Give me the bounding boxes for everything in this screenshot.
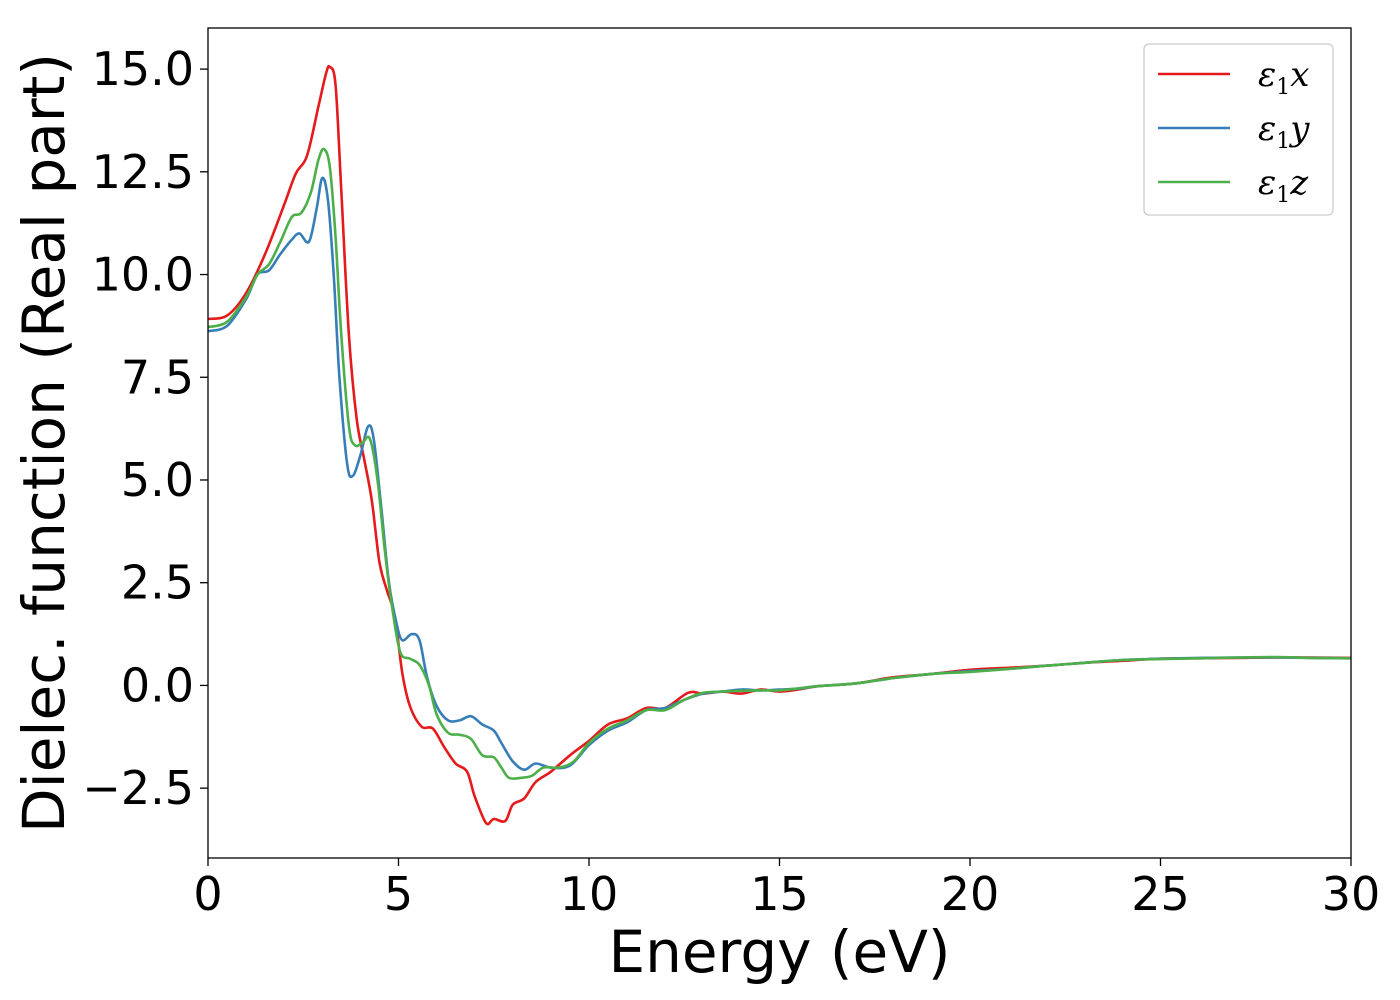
y-tick-label: 0.0 [121,658,194,712]
y-tick-label: −2.5 [82,761,194,815]
legend: ε1x ε1y ε1z [1143,43,1334,216]
series-line-z [208,147,1351,781]
legend-label-y: ε1y [1258,109,1310,154]
y-tick-label: 12.5 [92,145,194,199]
legend-label-z: ε1z [1258,163,1309,208]
x-tick-label: 5 [384,867,413,921]
x-axis: 0 5 10 15 20 25 30 [193,858,1380,921]
y-tick-label: 10.0 [92,248,194,302]
legend-box [1143,43,1334,216]
x-tick-label: 30 [1322,867,1381,921]
x-tick-label: 10 [560,867,619,921]
y-tick-label: 5.0 [121,453,194,507]
x-axis-label: Energy (eV) [608,918,950,986]
y-tick-label: 2.5 [121,556,194,610]
y-axis-label: Dielec. function (Real part) [10,53,78,833]
series-layer [208,64,1351,826]
legend-label-x: ε1x [1258,55,1309,100]
y-tick-label: 7.5 [121,350,194,404]
x-tick-label: 15 [750,867,809,921]
y-axis: −2.5 0.0 2.5 5.0 7.5 10.0 12.5 15.0 [82,42,208,815]
series-line-y [208,176,1351,771]
y-tick-label: 15.0 [92,42,194,96]
x-tick-label: 25 [1131,867,1190,921]
x-tick-label: 20 [941,867,1000,921]
x-tick-label: 0 [193,867,222,921]
